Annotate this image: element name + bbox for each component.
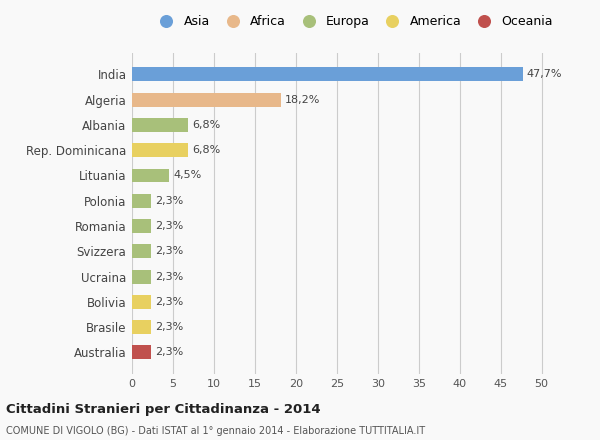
Text: 6,8%: 6,8% (192, 145, 220, 155)
Bar (132, 93, 281, 106)
Text: 6,8%: 6,8% (192, 120, 220, 130)
Bar (132, 194, 151, 208)
Bar (132, 219, 151, 233)
Text: 2,3%: 2,3% (155, 196, 183, 206)
Text: 18,2%: 18,2% (285, 95, 320, 105)
Text: 2,3%: 2,3% (155, 322, 183, 332)
Text: COMUNE DI VIGOLO (BG) - Dati ISTAT al 1° gennaio 2014 - Elaborazione TUTTITALIA.: COMUNE DI VIGOLO (BG) - Dati ISTAT al 1°… (6, 425, 425, 436)
Bar (132, 270, 151, 283)
Bar (132, 295, 151, 309)
Legend: Asia, Africa, Europa, America, Oceania: Asia, Africa, Europa, America, Oceania (150, 11, 557, 31)
Text: 2,3%: 2,3% (155, 246, 183, 257)
Bar (132, 118, 188, 132)
Bar (132, 143, 188, 157)
Text: 2,3%: 2,3% (155, 297, 183, 307)
Bar (132, 244, 151, 258)
Text: 2,3%: 2,3% (155, 348, 183, 357)
Text: 2,3%: 2,3% (155, 221, 183, 231)
Text: 47,7%: 47,7% (527, 70, 562, 79)
Bar (132, 67, 523, 81)
Text: 4,5%: 4,5% (173, 170, 201, 180)
Text: 2,3%: 2,3% (155, 271, 183, 282)
Bar (132, 169, 169, 183)
Bar (132, 320, 151, 334)
Text: Cittadini Stranieri per Cittadinanza - 2014: Cittadini Stranieri per Cittadinanza - 2… (6, 403, 320, 416)
Bar (132, 345, 151, 359)
